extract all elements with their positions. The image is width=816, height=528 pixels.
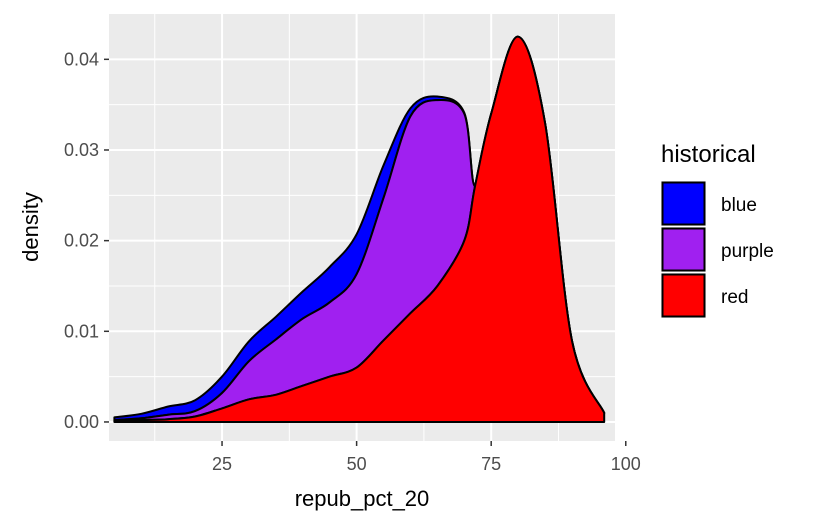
x-axis-title: repub_pct_20 (295, 486, 430, 511)
legend-label-red: red (721, 287, 748, 308)
legend-items: blue purple red (661, 181, 774, 318)
x-tick-label: 75 (481, 454, 501, 474)
y-tick-label: 0.00 (64, 412, 99, 432)
y-tick-label: 0.01 (64, 321, 99, 341)
y-tick-label: 0.02 (64, 231, 99, 251)
legend-swatch-red (661, 273, 706, 318)
x-tick-label: 50 (347, 454, 367, 474)
x-tick-label: 100 (611, 454, 641, 474)
density-areas (113, 35, 606, 424)
legend-label-purple: purple (721, 241, 774, 262)
legend-swatch-blue (661, 181, 706, 226)
y-tick-label: 0.04 (64, 49, 99, 69)
x-tick-label: 25 (212, 454, 232, 474)
density-area-red (113, 35, 606, 424)
legend: historical blue purple red (661, 141, 774, 318)
legend-swatch-purple (661, 227, 706, 272)
y-tick-label: 0.03 (64, 140, 99, 160)
axes: 25 50 75 100 0.00 0.01 0.02 0.03 0.04 (64, 49, 641, 474)
legend-label-blue: blue (721, 195, 757, 216)
y-axis-title: density (18, 192, 43, 262)
legend-title: historical (661, 141, 756, 168)
